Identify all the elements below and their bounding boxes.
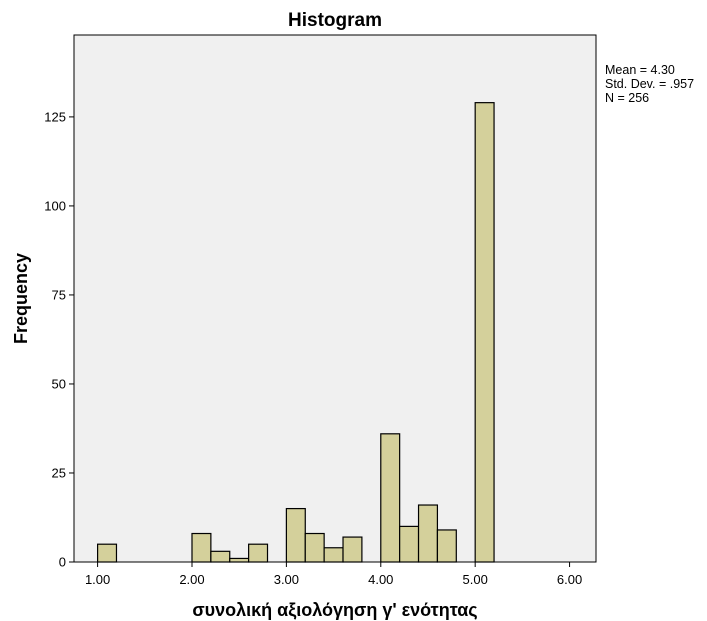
histogram-bar — [96, 543, 118, 563]
histogram-bar — [323, 547, 344, 563]
x-axis-label: συνολική αξιολόγηση γ' ενότητας — [192, 600, 477, 621]
stats-std-dev: Std. Dev. = .957 — [605, 77, 694, 91]
x-tick-label: 6.00 — [557, 572, 582, 587]
histogram-bar — [399, 525, 420, 563]
stats-mean: Mean = 4.30 — [605, 63, 675, 77]
histogram-bar — [342, 536, 363, 563]
histogram-bar — [474, 102, 495, 563]
histogram-bar — [436, 529, 457, 563]
stats-n: N = 256 — [605, 91, 649, 105]
y-tick-label: 125 — [44, 109, 66, 124]
histogram-bar — [248, 543, 269, 563]
y-tick-label: 50 — [52, 376, 66, 391]
chart-title: Histogram — [288, 10, 382, 31]
y-tick-label: 0 — [59, 555, 66, 570]
histogram-bar — [229, 557, 250, 563]
histogram-bar — [191, 532, 212, 563]
y-tick-label: 25 — [52, 465, 66, 480]
y-axis-label: Frequency — [11, 253, 31, 344]
histogram-bar — [210, 550, 231, 563]
histogram-bar — [417, 504, 439, 563]
plot-area — [73, 34, 597, 563]
x-axis: 1.00 2.00 3.00 4.00 5.00 6.00 — [74, 561, 596, 587]
histogram-bar — [285, 507, 306, 563]
x-tick-label: 4.00 — [368, 572, 393, 587]
bars — [96, 102, 495, 563]
x-tick-label: 2.00 — [179, 572, 204, 587]
histogram-bar — [380, 433, 401, 563]
histogram-bar — [304, 532, 325, 563]
x-tick-label: 3.00 — [274, 572, 299, 587]
stats-box: Mean = 4.30 Std. Dev. = .957 N = 256 — [605, 63, 694, 105]
y-axis: 0 25 50 75 100 125 — [44, 35, 75, 570]
x-tick-label: 5.00 — [463, 572, 488, 587]
x-tick-label: 1.00 — [85, 572, 110, 587]
y-tick-label: 100 — [44, 198, 66, 213]
y-tick-label: 75 — [52, 287, 66, 302]
